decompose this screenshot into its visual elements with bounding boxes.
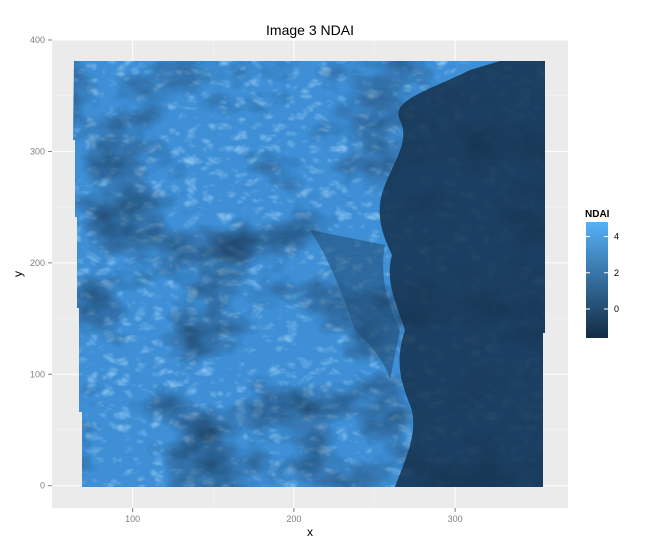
y-axis-ticks: 0 100 200 300 400 bbox=[30, 35, 52, 491]
x-tick-label: 300 bbox=[448, 514, 463, 524]
y-tick-label: 200 bbox=[30, 258, 45, 268]
legend-tick-label: 2 bbox=[614, 268, 619, 278]
y-axis-label: y bbox=[11, 271, 25, 277]
legend-tick-label: 0 bbox=[614, 304, 619, 314]
chart-title: Image 3 NDAI bbox=[266, 22, 354, 38]
y-tick-label: 400 bbox=[30, 35, 45, 45]
y-tick-label: 0 bbox=[40, 481, 45, 491]
legend-colorbar bbox=[586, 222, 608, 338]
ndai-heatmap-raster bbox=[70, 58, 550, 490]
legend-title: NDAI bbox=[585, 209, 610, 220]
x-tick-label: 200 bbox=[286, 514, 301, 524]
y-tick-label: 100 bbox=[30, 369, 45, 379]
x-axis-label: x bbox=[307, 525, 313, 539]
x-axis-ticks: 100 200 300 bbox=[125, 508, 463, 524]
legend: NDAI 0 2 4 bbox=[585, 209, 619, 338]
y-tick-label: 300 bbox=[30, 146, 45, 156]
legend-tick-label: 4 bbox=[614, 232, 619, 242]
x-tick-label: 100 bbox=[125, 514, 140, 524]
